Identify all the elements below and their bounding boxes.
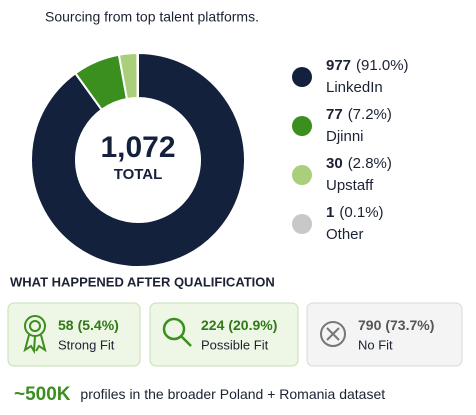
card-label: No Fit <box>358 337 393 352</box>
legend-count: 30 <box>326 155 343 172</box>
card-share: (20.9%) <box>228 317 277 333</box>
total-caption: TOTAL <box>114 166 163 183</box>
legend-count: 1 <box>326 204 334 221</box>
legend-swatch <box>292 67 312 87</box>
card-value: 790 (73.7%) <box>358 317 434 333</box>
card-count: 224 <box>201 317 225 333</box>
footer: ~500K profiles in the broader Poland + R… <box>14 384 385 405</box>
footer-text: profiles in the broader Poland + Romania… <box>80 386 385 402</box>
subtitle: Sourcing from top talent platforms. <box>45 9 259 25</box>
legend-count: 77 <box>326 106 343 123</box>
card <box>7 302 141 367</box>
legend-value: 77 (7.2%) <box>326 106 392 123</box>
card-value: 224 (20.9%) <box>201 317 277 333</box>
legend-value: 30 (2.8%) <box>326 155 392 172</box>
legend-label: LinkedIn <box>326 79 383 96</box>
legend-label: Upstaff <box>326 177 374 194</box>
card-share: (73.7%) <box>385 317 434 333</box>
icon-no <box>320 321 346 347</box>
total-value: 1,072 <box>100 131 175 164</box>
card <box>306 302 463 367</box>
legend-value: 1 (0.1%) <box>326 204 384 221</box>
card-count: 58 <box>58 317 74 333</box>
legend-count: 977 <box>326 57 351 74</box>
card-share: (5.4%) <box>78 317 119 333</box>
icon-search <box>162 317 192 347</box>
legend-label: Djinni <box>326 128 364 145</box>
legend-swatch <box>292 214 312 234</box>
card-label: Possible Fit <box>201 337 269 352</box>
legend-swatch <box>292 165 312 185</box>
legend-share: (2.8%) <box>348 155 392 172</box>
card-label: Strong Fit <box>58 337 115 352</box>
legend-share: (0.1%) <box>339 204 383 221</box>
card <box>149 302 299 367</box>
footer-highlight: ~500K <box>14 384 71 405</box>
legend-label: Other <box>326 226 364 243</box>
legend-value: 977 (91.0%) <box>326 57 409 74</box>
icon-award <box>23 315 47 355</box>
donut-slice <box>30 51 246 268</box>
legend-share: (7.2%) <box>348 106 392 123</box>
section-title: WHAT HAPPENED AFTER QUALIFICATION <box>10 274 275 289</box>
card-value: 58 (5.4%) <box>58 317 119 333</box>
legend-share: (91.0%) <box>356 57 409 74</box>
legend-swatch <box>292 116 312 136</box>
card-count: 790 <box>358 317 382 333</box>
donut-slice <box>136 51 139 100</box>
